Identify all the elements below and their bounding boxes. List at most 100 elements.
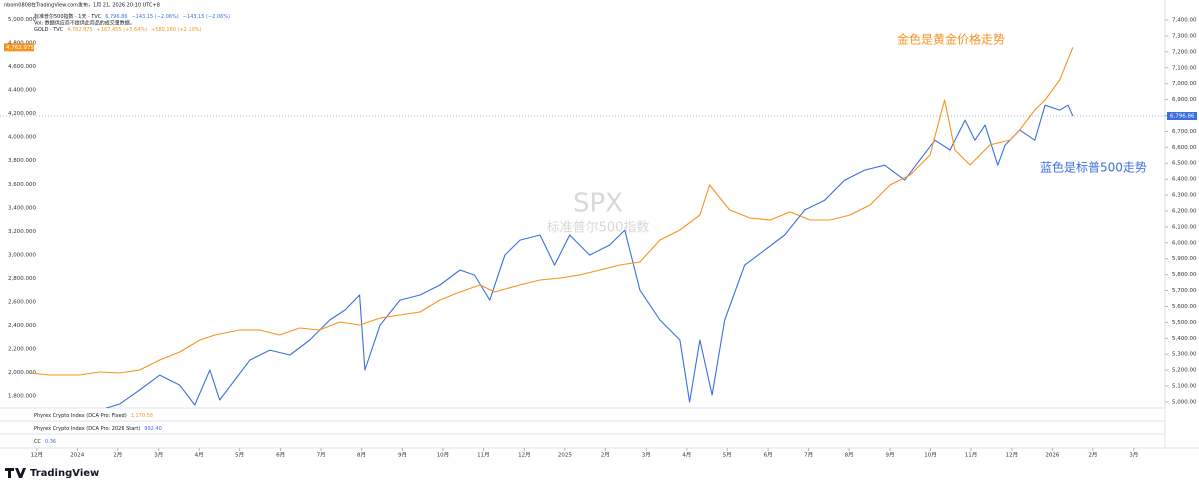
y2-tick-label: 5,200.00 xyxy=(1172,368,1197,374)
x-tick-label: 3月 xyxy=(154,452,163,459)
indicator-value: 1,170.58 xyxy=(131,413,153,419)
y2-tick-label: 6,700.00 xyxy=(1172,129,1197,135)
indicator-legend: CC 0.36 xyxy=(34,439,56,445)
legend-value: −143.15 (−2.06%) xyxy=(183,14,230,20)
legend-value: −143.15 (−2.06%) xyxy=(132,14,179,20)
x-tick-label: 10月 xyxy=(437,452,450,459)
legend-value: +167.455 (+3.64%) xyxy=(97,27,147,33)
x-tick-label: 9月 xyxy=(398,452,407,459)
y-tick-label: 4,600.000 xyxy=(8,64,36,70)
y2-tick-label: 7,300.00 xyxy=(1172,33,1197,39)
price-label: 4,762.975 xyxy=(6,45,34,51)
indicator-name: CC xyxy=(34,439,41,445)
indicator-legend: Phyrex Crypto Index (DCA Pro: 2026 Start… xyxy=(34,426,162,432)
price-label-box xyxy=(1167,112,1197,121)
x-tick-label: 2025 xyxy=(558,453,572,459)
legend-name: 标准普尔500指数 · 1天 · TVC xyxy=(34,13,102,20)
publish-note: nbom0808在TradingView.com发布，1月 21, 2026 2… xyxy=(4,2,160,9)
y2-tick-label: 7,000.00 xyxy=(1172,81,1197,87)
brand-name: TradingView xyxy=(30,468,99,479)
y2-tick-label: 6,500.00 xyxy=(1172,161,1197,167)
x-tick-label: 2024 xyxy=(70,453,84,459)
watermark-name: 标准普尔500指数 xyxy=(547,221,650,236)
y-tick-label: 3,400.000 xyxy=(8,205,36,211)
volume-note: Vol: 数据供应商不提供此商品的成交量数据。 xyxy=(34,20,135,27)
x-tick-label: 2月 xyxy=(113,452,122,459)
x-tick-label: 2月 xyxy=(1088,452,1097,459)
x-tick-label: 7月 xyxy=(804,452,813,459)
annotation: 金色是黄金价格走势 xyxy=(897,32,1005,47)
x-tick-label: 4月 xyxy=(195,452,204,459)
y-tick-label: 4,000.000 xyxy=(8,135,36,141)
y-tick-label: 5,000.000 xyxy=(8,17,36,23)
indicator-name: Phyrex Crypto Index (DCA Pro: Fixed) xyxy=(34,413,127,419)
y-tick-label: 4,400.000 xyxy=(8,88,36,94)
y2-tick-label: 5,100.00 xyxy=(1172,384,1197,390)
y2-tick-label: 7,400.00 xyxy=(1172,18,1197,24)
footer: TradingView xyxy=(5,468,99,479)
y2-tick-label: 6,200.00 xyxy=(1172,208,1197,214)
x-tick-label: 3月 xyxy=(1129,452,1138,459)
x-tick-label: 11月 xyxy=(477,452,490,459)
x-tick-label: 12月 xyxy=(31,452,44,459)
x-tick-label: 7月 xyxy=(317,452,326,459)
indicator-value: 0.36 xyxy=(45,439,56,445)
legend-entry: 标准普尔500指数 · 1天 · TVC 6,796.86 −143.15 (−2.… xyxy=(34,13,230,20)
y2-tick-label: 6,300.00 xyxy=(1172,193,1197,199)
y2-tick-label: 5,700.00 xyxy=(1172,288,1197,294)
y-tick-label: 3,600.000 xyxy=(8,182,36,188)
indicator-name: Phyrex Crypto Index (DCA Pro: 2026 Start… xyxy=(34,426,140,432)
legend-value: 6,796.86 xyxy=(105,14,127,20)
x-tick-label: 4月 xyxy=(682,452,691,459)
y2-tick-label: 5,000.00 xyxy=(1172,399,1197,405)
x-tick-label: 8月 xyxy=(357,452,366,459)
y2-tick-label: 7,200.00 xyxy=(1172,49,1197,55)
y-tick-label: 3,200.000 xyxy=(8,229,36,235)
y2-tick-label: 5,400.00 xyxy=(1172,336,1197,342)
series-line xyxy=(104,104,1074,408)
x-tick-label: 9月 xyxy=(886,452,895,459)
legend-name: GOLD · TVC xyxy=(34,27,64,33)
indicator-legend: Phyrex Crypto Index (DCA Pro: Fixed) 1,17… xyxy=(34,413,153,419)
y-tick-label: 2,400.000 xyxy=(8,323,36,329)
y2-tick-label: 6,000.00 xyxy=(1172,240,1197,246)
y2-tick-label: 6,100.00 xyxy=(1172,224,1197,230)
y-tick-label: 2,000.000 xyxy=(8,370,36,376)
x-tick-label: 8月 xyxy=(845,452,854,459)
y2-tick-label: 5,300.00 xyxy=(1172,352,1197,358)
legend-entry: GOLD · TVC 4,762.975 +167.455 (+3.64%) +580… xyxy=(34,27,202,33)
series-line xyxy=(29,47,1074,376)
x-tick-label: 12月 xyxy=(1006,452,1019,459)
watermark-symbol: SPX xyxy=(573,189,623,219)
y-tick-label: 2,600.000 xyxy=(8,300,36,306)
x-tick-label: 11月 xyxy=(965,452,978,459)
x-tick-label: 6月 xyxy=(764,452,773,459)
x-tick-label: 2月 xyxy=(601,452,610,459)
x-tick-label: 6月 xyxy=(276,452,285,459)
y-tick-label: 2,200.000 xyxy=(8,347,36,353)
y2-tick-label: 5,600.00 xyxy=(1172,304,1197,310)
y2-tick-label: 5,500.00 xyxy=(1172,320,1197,326)
y2-tick-label: 6,400.00 xyxy=(1172,177,1197,183)
x-tick-label: 5月 xyxy=(723,452,732,459)
y-tick-label: 2,800.000 xyxy=(8,276,36,282)
legend-value: 4,762.975 xyxy=(67,27,92,33)
brand-logo xyxy=(5,468,26,478)
y2-tick-label: 6,600.00 xyxy=(1172,145,1197,151)
y-tick-label: 4,200.000 xyxy=(8,111,36,117)
price-label-box xyxy=(4,43,34,52)
x-tick-label: 3月 xyxy=(642,452,651,459)
indicator-value: 992.40 xyxy=(144,426,162,432)
y-tick-label: 1,800.000 xyxy=(8,394,36,400)
x-tick-label: 2026 xyxy=(1045,453,1059,459)
y2-tick-label: 5,800.00 xyxy=(1172,272,1197,278)
x-tick-label: 12月 xyxy=(518,452,531,459)
y2-tick-label: 7,100.00 xyxy=(1172,65,1197,71)
y2-tick-label: 5,900.00 xyxy=(1172,256,1197,262)
y-tick-label: 3,800.000 xyxy=(8,158,36,164)
y2-tick-label: 6,900.00 xyxy=(1172,97,1197,103)
annotation: 蓝色是标普500走势 xyxy=(1040,161,1147,175)
x-tick-label: 10月 xyxy=(924,452,937,459)
